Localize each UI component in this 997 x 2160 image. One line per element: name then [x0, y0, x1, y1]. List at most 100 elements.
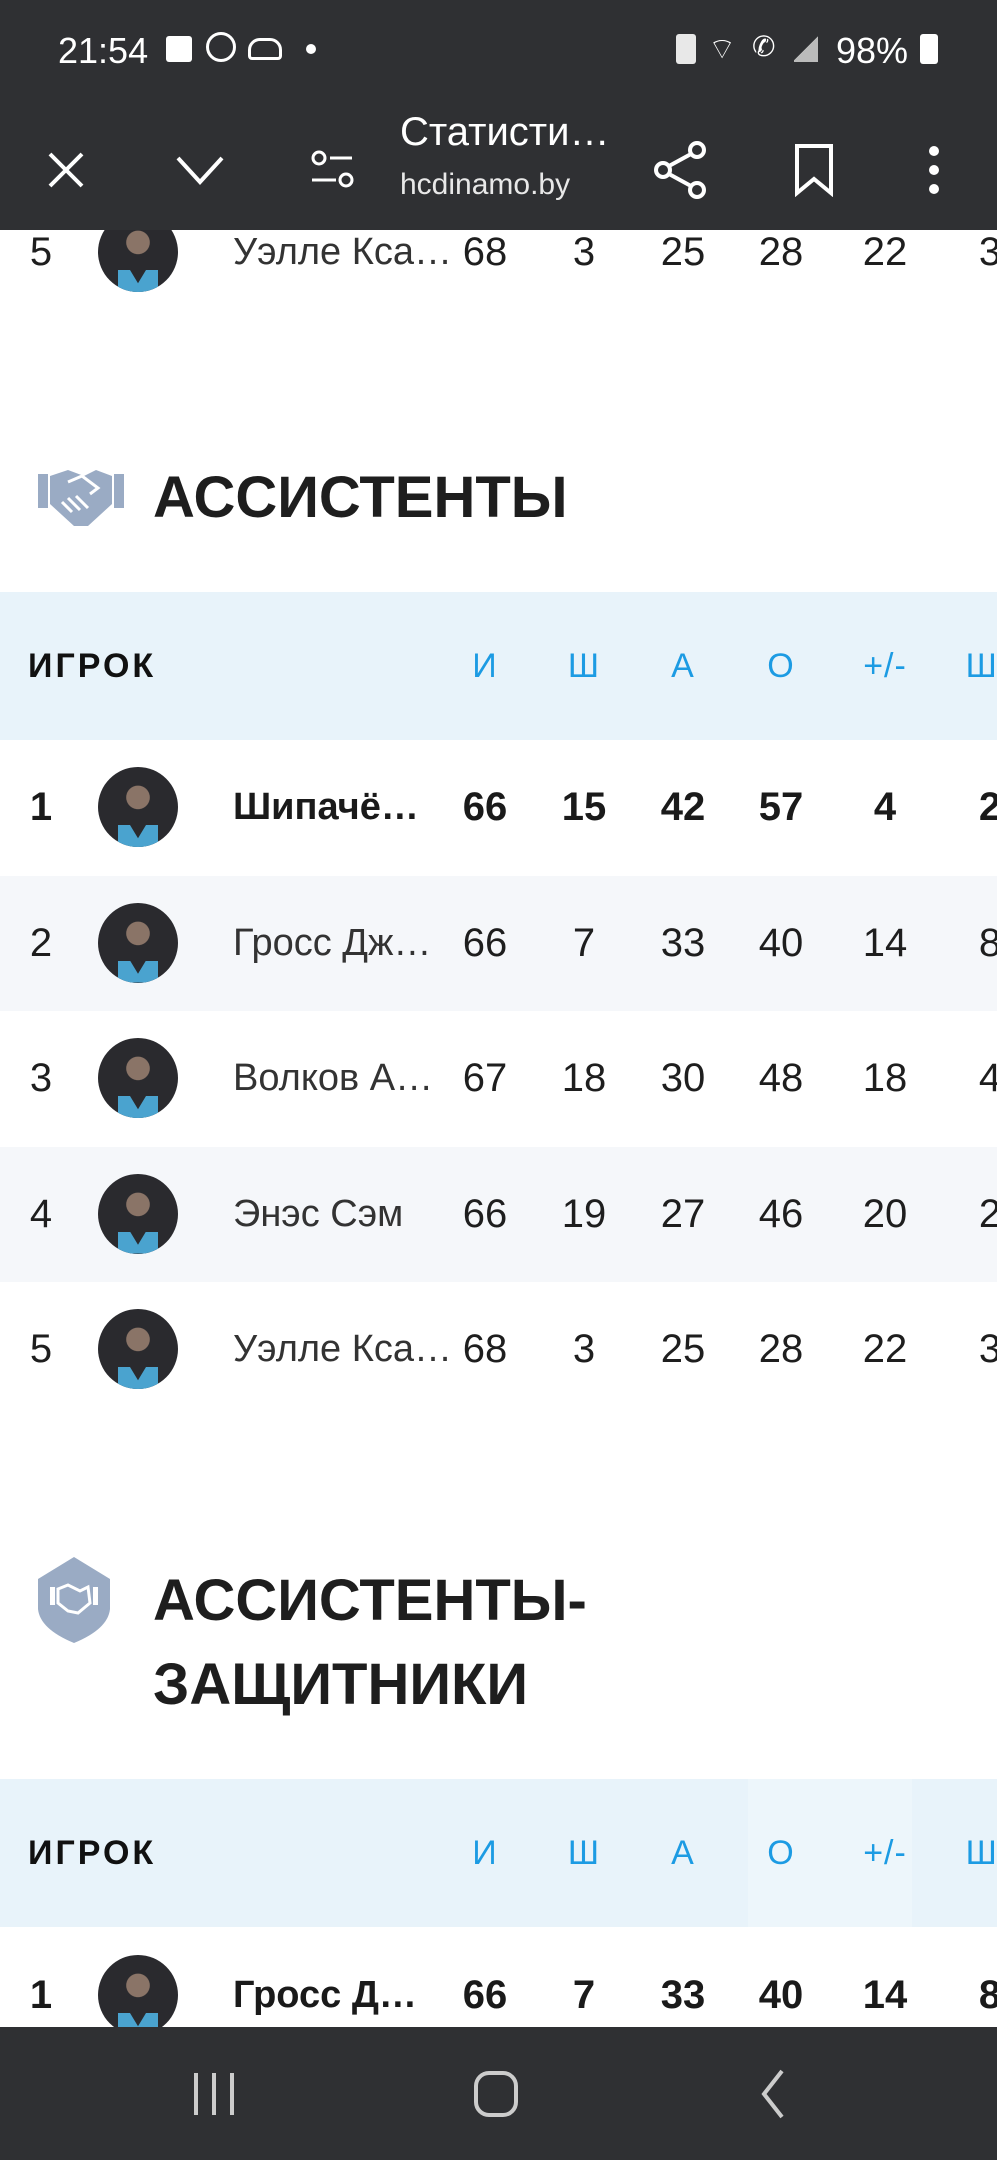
- player-name[interactable]: Гросс Д…: [233, 1974, 417, 2016]
- stat-cell: 66: [462, 920, 508, 965]
- column-header[interactable]: И: [472, 1834, 498, 1872]
- stat-cell: 22: [862, 230, 908, 274]
- table-row[interactable]: 4 Энэс Сэм 66 19 27 46 20 2: [0, 1146, 997, 1282]
- close-icon[interactable]: [26, 130, 106, 210]
- column-header[interactable]: Шт: [965, 647, 997, 685]
- stat-cell: 68: [462, 230, 508, 274]
- more-options-icon[interactable]: [894, 130, 974, 210]
- bookmark-icon[interactable]: [774, 130, 854, 210]
- stat-cell: 7: [572, 1973, 596, 2017]
- stat-cell: 30: [660, 1056, 706, 1100]
- stat-cell: 3: [572, 1327, 596, 1371]
- player-name[interactable]: Шипачё…: [233, 786, 419, 828]
- table-row[interactable]: 2 Гросс Дж… 66 7 33 40 14 8: [0, 875, 997, 1011]
- avatar: [98, 902, 178, 983]
- stat-cell: 14: [862, 920, 908, 965]
- stat-cell: 48: [758, 1056, 804, 1100]
- avatar: [98, 1173, 178, 1254]
- column-header[interactable]: О: [767, 647, 795, 685]
- avatar: [98, 1309, 178, 1389]
- gallery-icon: [166, 36, 192, 62]
- avatar: [98, 1955, 178, 2035]
- page-title: Статисти…: [400, 110, 610, 154]
- table-header: ИГРОК И Ш А О +/- Шт: [0, 1779, 997, 1927]
- player-name[interactable]: Гросс Дж…: [233, 921, 432, 964]
- table-row[interactable]: 1 Гросс Д… 66 7 33 40 14 8: [0, 1928, 997, 2063]
- stat-cell: 28: [758, 1327, 804, 1371]
- stat-cell: 40: [758, 1973, 804, 2017]
- battery-saver-icon: [676, 34, 696, 64]
- player-name[interactable]: Энэс Сэм: [233, 1192, 404, 1235]
- stat-cell: 66: [462, 1973, 508, 2017]
- stat-cell: 15: [561, 785, 607, 829]
- avatar: [98, 767, 178, 847]
- stat-cell: 8: [978, 1973, 997, 2017]
- clock: 21:54: [58, 30, 149, 71]
- page-domain: hcdinamo.by: [400, 168, 571, 201]
- rank: 5: [29, 1327, 53, 1371]
- stat-cell: 33: [660, 1973, 706, 2017]
- handshake-icon: [38, 468, 124, 528]
- player-name[interactable]: Волков А…: [233, 1057, 434, 1099]
- column-header[interactable]: И: [472, 647, 498, 685]
- player-name[interactable]: Уэлле Кса…: [233, 1328, 453, 1370]
- table-row[interactable]: 3 Волков А… 67 18 30 48 18 4: [0, 1011, 997, 1146]
- stat-cell: 18: [862, 1056, 908, 1100]
- player-name[interactable]: Уэлле Кса…: [233, 231, 453, 273]
- chevron-down-icon[interactable]: [160, 130, 240, 210]
- stat-cell: 33: [660, 920, 706, 965]
- column-header[interactable]: А: [671, 1834, 695, 1872]
- stat-cell: 57: [758, 785, 804, 829]
- rank: 1: [29, 785, 53, 829]
- browser-toolbar: Статисти… hcdinamo.by: [0, 110, 997, 230]
- rank: 1: [29, 1973, 53, 2017]
- viber-icon: [206, 32, 236, 62]
- column-header[interactable]: +/-: [863, 1834, 907, 1872]
- column-header-player: ИГРОК: [28, 1834, 157, 1872]
- stat-cell: 7: [572, 920, 596, 965]
- page-settings-icon[interactable]: [292, 130, 372, 210]
- stat-cell: 22: [862, 1327, 908, 1371]
- table-row[interactable]: 1 Шипачё… 66 15 42 57 4 2: [0, 740, 997, 875]
- recent-apps-button[interactable]: [190, 2071, 240, 2117]
- shield-handshake-icon: [38, 1557, 110, 1643]
- section-title-line-2: ЗАЩИТНИКИ: [153, 1652, 529, 1717]
- stat-cell: 2: [978, 785, 997, 829]
- avatar: [98, 1038, 178, 1118]
- stat-cell: 42: [660, 785, 706, 829]
- battery-percent: 98%: [836, 30, 909, 71]
- stat-cell: 8: [978, 920, 997, 965]
- status-bar: 21:54 ⌔ ✆ 98%: [0, 0, 997, 110]
- stat-cell: 66: [462, 785, 508, 829]
- stat-cell: 40: [758, 920, 804, 965]
- stat-cell: 28: [758, 230, 804, 274]
- wifi-call-icon: ✆: [752, 31, 776, 62]
- column-header[interactable]: +/-: [863, 647, 907, 685]
- home-button[interactable]: [472, 2071, 522, 2117]
- stat-cell: 66: [462, 1191, 508, 1236]
- stat-cell: 18: [561, 1056, 607, 1100]
- stat-cell: 46: [758, 1191, 804, 1236]
- column-header[interactable]: А: [671, 647, 695, 685]
- column-header[interactable]: Ш: [567, 647, 601, 685]
- stat-cell: 27: [660, 1191, 706, 1236]
- column-highlight: [748, 1779, 912, 1927]
- wifi-icon: ⌔: [708, 33, 737, 66]
- column-header[interactable]: Шт: [965, 1834, 997, 1872]
- table-row[interactable]: 5 Уэлле Кса… 68 3 25 28 22 3: [0, 1282, 997, 1417]
- share-icon[interactable]: [640, 130, 720, 210]
- navigation-bar: [0, 2027, 997, 2160]
- rank: 4: [29, 1191, 53, 1236]
- table-row[interactable]: 5 Уэлле Кса… 68 3 25 28 22 3: [0, 185, 997, 320]
- cloud-icon: [248, 38, 282, 60]
- column-header[interactable]: О: [767, 1834, 795, 1872]
- back-button[interactable]: [758, 2069, 788, 2119]
- battery-icon: [920, 34, 938, 64]
- rank: 2: [29, 920, 53, 965]
- stat-cell: 2: [978, 1191, 997, 1236]
- column-header[interactable]: Ш: [567, 1834, 601, 1872]
- stat-cell: 25: [660, 1327, 706, 1371]
- stat-cell: 19: [561, 1191, 607, 1236]
- table-header: ИГРОК И Ш А О +/- Шт: [0, 592, 997, 740]
